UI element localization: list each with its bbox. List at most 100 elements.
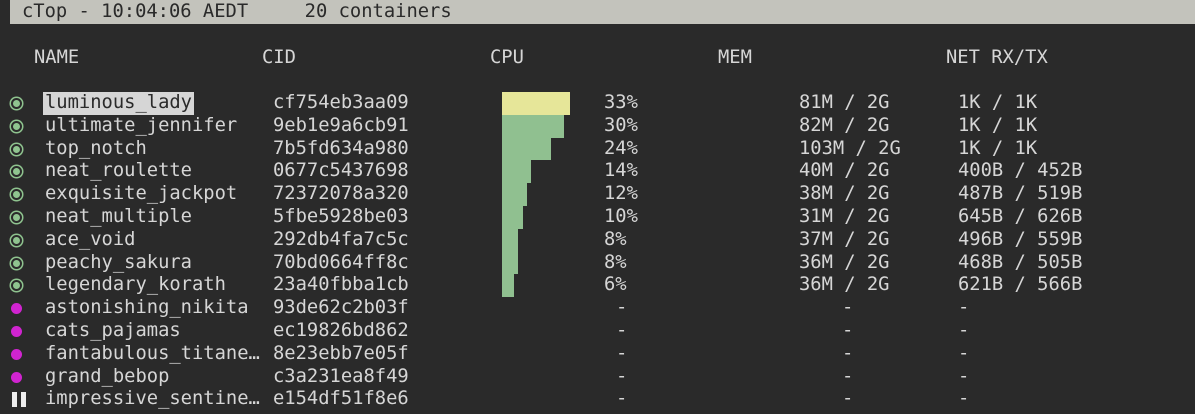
cpu-percent: - [616, 320, 628, 341]
container-row[interactable]: exquisite_jackpot 72372078a320 12% 38M / 2G… [0, 183, 1195, 206]
cpu-bar [502, 160, 531, 184]
header-mem[interactable]: MEM [718, 47, 752, 68]
container-row[interactable]: neat_roulette 0677c5437698 14% 40M / 2G 400B… [0, 160, 1195, 184]
cpu-percent: 24% [604, 137, 638, 159]
cpu-bar [502, 183, 527, 206]
container-id: 292db4fa7c5c [273, 228, 409, 250]
memory-usage: 38M / 2G [799, 183, 890, 205]
header-net[interactable]: NET RX/TX [946, 47, 1048, 68]
container-id: 0677c5437698 [273, 160, 409, 182]
paused-icon [12, 392, 26, 408]
container-id: 70bd0664ff8c [273, 251, 409, 273]
container-id: 5fbe5928be03 [273, 206, 409, 227]
header-cpu[interactable]: CPU [490, 47, 524, 68]
stopped-status-icon [11, 326, 22, 337]
container-name: legendary_korath [45, 274, 226, 296]
container-id: 9eb1e9a6cb91 [273, 114, 409, 136]
container-name: luminous_lady [43, 92, 194, 115]
container-row[interactable]: neat_multiple 5fbe5928be03 10% 31M / 2G 645B… [0, 206, 1195, 229]
network-rx-tx: - [958, 320, 970, 341]
cpu-percent: - [616, 388, 628, 410]
cpu-percent: 6% [604, 274, 627, 296]
memory-usage: 40M / 2G [799, 160, 890, 182]
container-name: astonishing_nikita [45, 297, 249, 319]
container-row[interactable]: cats_pajamas ec19826bd862 - - - [0, 320, 1195, 343]
network-rx-tx: - [958, 388, 970, 410]
network-rx-tx: 1K / 1K [958, 137, 1038, 159]
container-name: cats_pajamas [45, 320, 181, 341]
running-status-icon [11, 166, 22, 178]
network-rx-tx: 496B / 559B [958, 228, 1083, 250]
memory-usage: 37M / 2G [799, 228, 890, 250]
container-row[interactable]: luminous_lady cf754eb3aa09 33% 81M / 2G 1K /… [0, 92, 1195, 115]
memory-usage: - [842, 388, 854, 410]
network-rx-tx: - [958, 342, 970, 364]
cpu-bar [502, 228, 519, 252]
container-name: peachy_sakura [45, 251, 192, 273]
container-name: exquisite_jackpot [45, 183, 238, 205]
cpu-percent: 10% [604, 206, 638, 227]
memory-usage: - [842, 365, 854, 387]
container-row[interactable]: ace_void 292db4fa7c5c 8% 37M / 2G 496B / 559… [0, 228, 1195, 252]
running-status-icon [11, 120, 22, 132]
header-name[interactable]: NAME [34, 47, 80, 68]
cpu-percent: - [616, 342, 628, 364]
cpu-percent: 30% [604, 114, 638, 136]
cpu-percent: 8% [604, 228, 627, 250]
network-rx-tx: 487B / 519B [958, 183, 1083, 205]
container-row[interactable]: astonishing_nikita 93de62c2b03f - - - [0, 297, 1195, 320]
network-rx-tx: - [958, 297, 970, 319]
container-name: impressive_sentine… [45, 388, 260, 410]
cpu-bar [502, 274, 515, 298]
container-id: 93de62c2b03f [273, 297, 409, 319]
container-name: fantabulous_titane… [45, 342, 260, 364]
memory-usage: - [842, 320, 854, 341]
cpu-percent: 12% [604, 183, 638, 205]
stopped-status-icon [11, 303, 22, 315]
cpu-bar [502, 92, 570, 115]
cpu-bar [502, 114, 564, 138]
memory-usage: 31M / 2G [799, 206, 890, 227]
container-row[interactable]: ultimate_jennifer 9eb1e9a6cb91 30% 82M / 2G… [0, 114, 1195, 138]
container-id: cf754eb3aa09 [273, 92, 409, 113]
memory-usage: - [842, 297, 854, 319]
cpu-bar [502, 206, 523, 229]
cpu-percent: 33% [604, 92, 638, 113]
container-name: grand_bebop [45, 365, 170, 387]
stopped-status-icon [11, 371, 22, 383]
container-id: 7b5fd634a980 [273, 137, 409, 159]
container-row[interactable]: peachy_sakura 70bd0664ff8c 8% 36M / 2G 468B … [0, 251, 1195, 275]
stopped-status-icon [11, 348, 22, 360]
container-row[interactable]: impressive_sentine… e154df51f8e6 - - - [0, 388, 1195, 411]
container-row[interactable]: grand_bebop c3a231ea8f49 - - - [0, 366, 1195, 389]
cpu-percent: 8% [604, 251, 627, 273]
cpu-percent: - [616, 297, 628, 319]
running-status-icon [11, 98, 22, 109]
memory-usage: - [842, 342, 854, 364]
container-id: 72372078a320 [273, 183, 409, 205]
container-name: neat_roulette [45, 160, 192, 182]
network-rx-tx: 645B / 626B [958, 206, 1083, 227]
container-row[interactable]: top_notch 7b5fd634a980 24% 103M / 2G 1K / 1K [0, 137, 1195, 161]
container-name: top_notch [45, 137, 147, 159]
running-status-icon [11, 234, 22, 246]
network-rx-tx: 400B / 452B [958, 160, 1083, 182]
running-status-icon [11, 212, 22, 223]
container-row[interactable]: fantabulous_titane… 8e23ebb7e05f - - - [0, 343, 1195, 366]
cpu-percent: 14% [604, 160, 638, 182]
memory-usage: 82M / 2G [799, 114, 890, 136]
container-name: ultimate_jennifer [45, 114, 238, 136]
network-rx-tx: 621B / 566B [958, 274, 1083, 296]
network-rx-tx: 468B / 505B [958, 251, 1083, 273]
memory-usage: 103M / 2G [799, 137, 901, 159]
memory-usage: 36M / 2G [799, 251, 890, 273]
cpu-bar [502, 137, 552, 161]
header-cid[interactable]: CID [262, 47, 296, 68]
cpu-bar [502, 251, 519, 275]
container-id: c3a231ea8f49 [273, 365, 409, 387]
container-id: ec19826bd862 [273, 320, 409, 341]
network-rx-tx: - [958, 365, 970, 387]
running-status-icon [11, 280, 22, 292]
container-row[interactable]: legendary_korath 23a40fbba1cb 6% 36M / 2G 62… [0, 274, 1195, 298]
container-id: 23a40fbba1cb [273, 274, 409, 296]
